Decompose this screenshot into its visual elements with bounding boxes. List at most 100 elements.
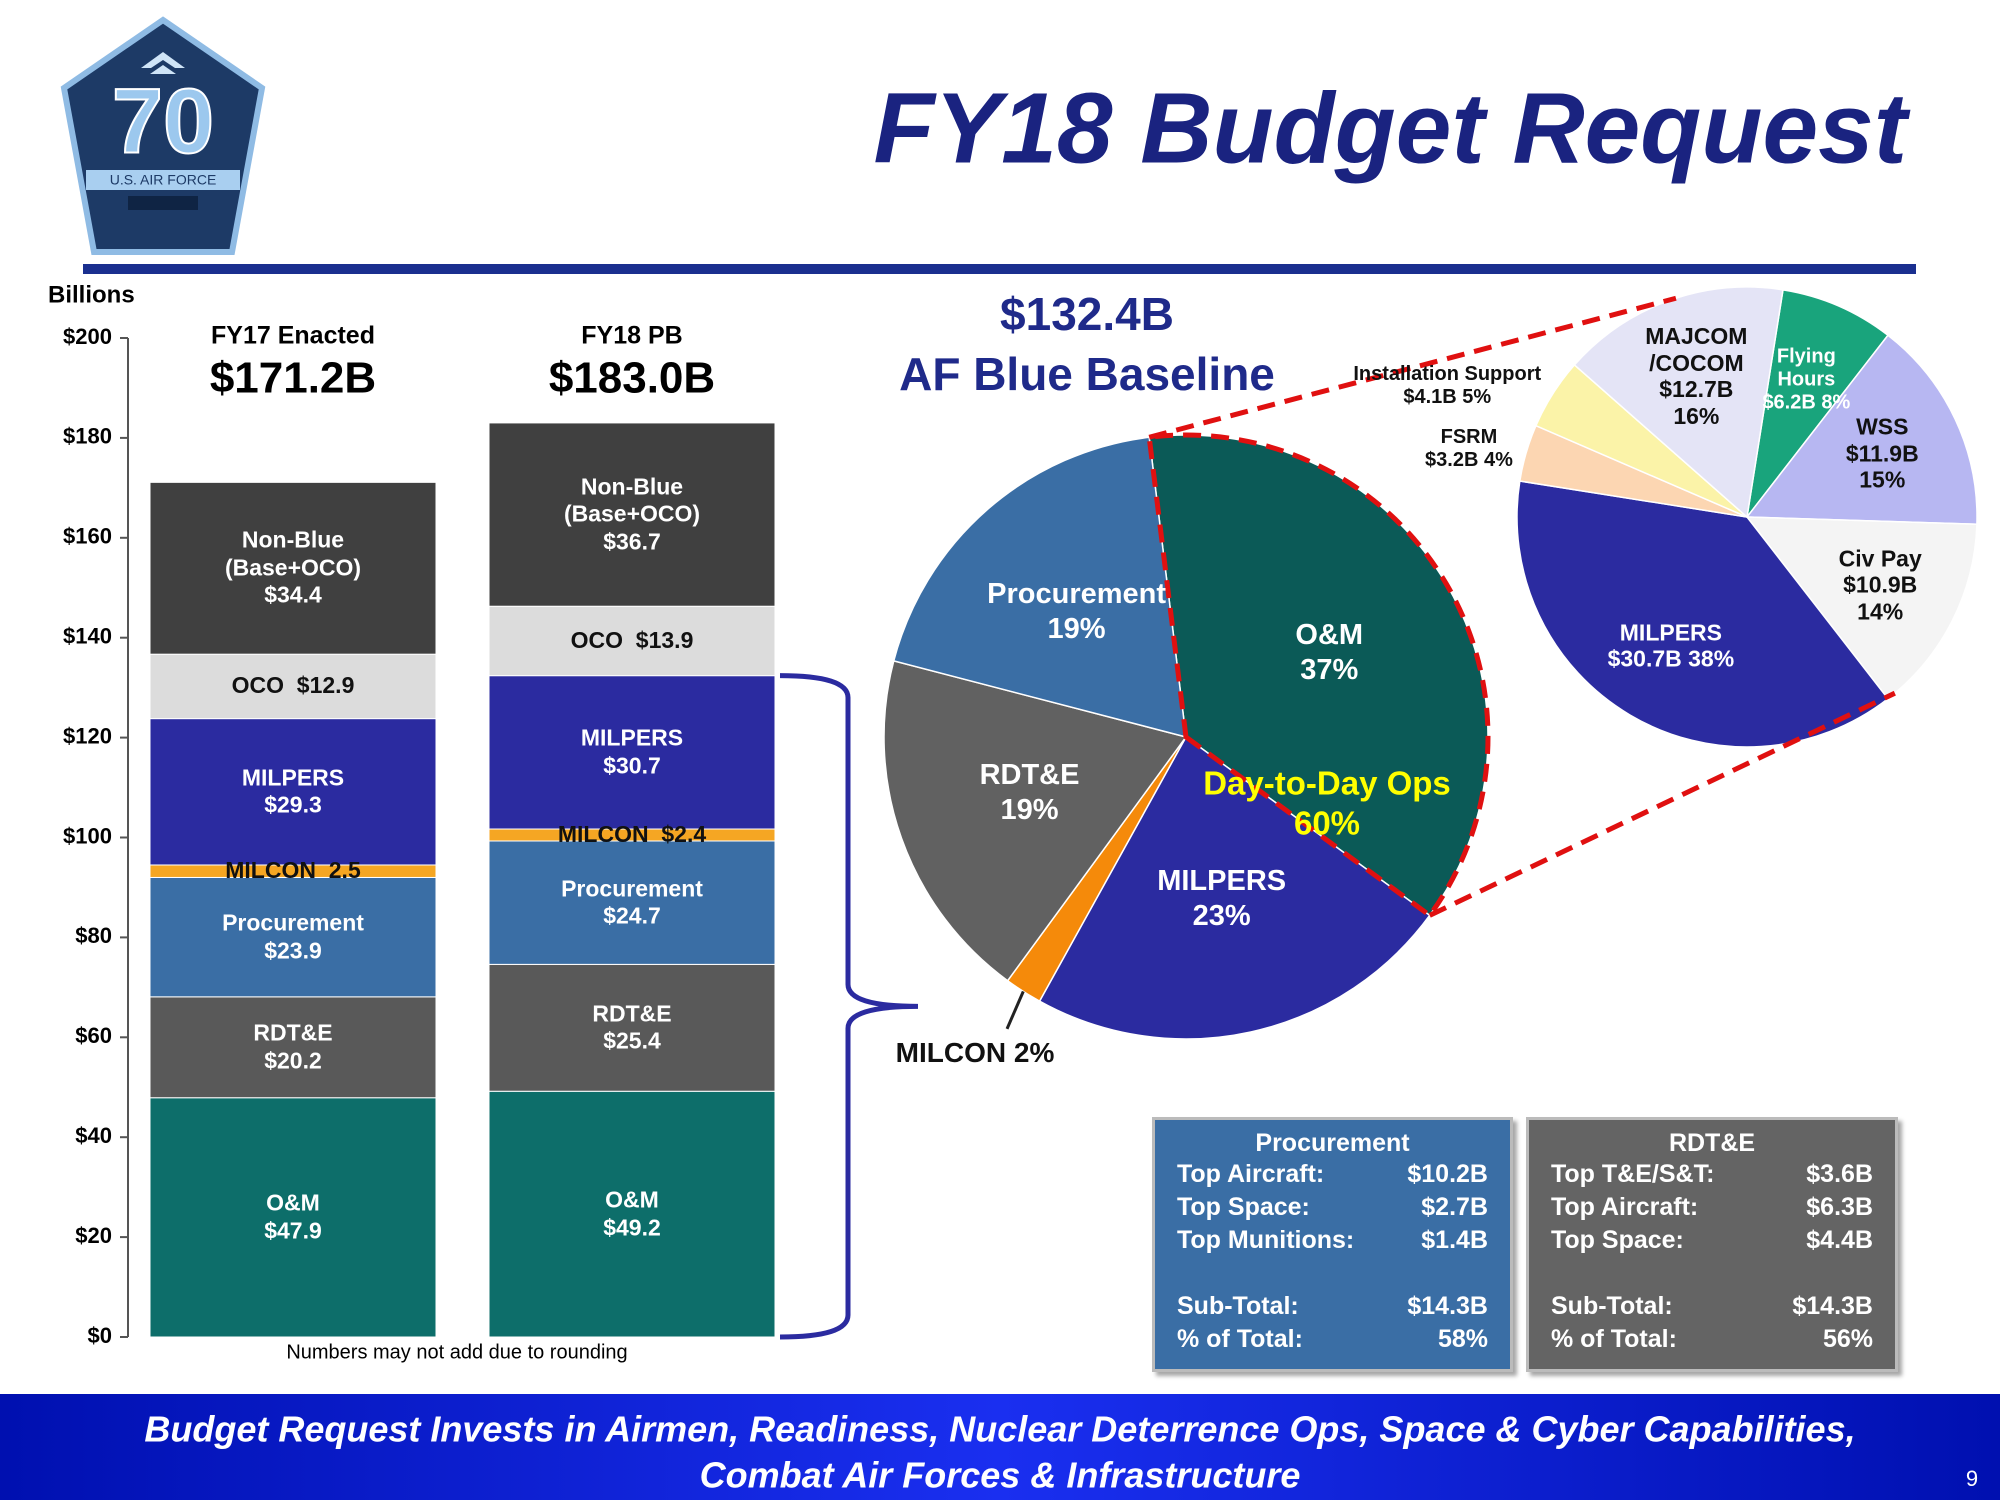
pie-slice	[1038, 735, 1431, 1040]
annotation-text: Day-to-Day Ops	[1203, 764, 1451, 802]
slice-name: O&M	[1295, 619, 1364, 652]
segment-value: $49.2	[603, 1214, 661, 1241]
segment-name: OCO	[570, 627, 624, 654]
bar-segment	[149, 996, 437, 1099]
leader-line	[1005, 990, 1025, 1030]
callout-line	[1428, 690, 1896, 918]
y-tick-label: $100	[63, 823, 112, 848]
segment-name: MILPERS	[241, 764, 345, 791]
slice-name: Installation Support	[1353, 363, 1542, 386]
y-tick-label: $40	[75, 1123, 112, 1148]
table-title: Procurement	[1255, 1129, 1410, 1157]
table-row: Sub-Total: $14.3B	[1551, 1290, 1873, 1323]
bar-segment	[149, 876, 437, 998]
table-row: Top Aircraft: $6.3B	[1551, 1191, 1873, 1224]
slice-figures: $4.1B 5%	[1353, 386, 1541, 409]
row-label: Top Munitions:	[1177, 1226, 1355, 1254]
row-value: $2.7B	[1421, 1193, 1488, 1221]
segment-name: Non-Blue (Base+OCO)	[563, 473, 701, 527]
slice-value: 19%	[1047, 613, 1106, 646]
slice-figures: $11.9B 15%	[1826, 440, 1938, 493]
segment-value: $47.9	[264, 1217, 322, 1244]
segment-label: O&M $49.2	[542, 1187, 722, 1242]
y-tick-label: $160	[63, 524, 112, 549]
footer-text: Combat Air Forces & Infrastructure	[700, 1455, 1301, 1496]
segment-label: OCO $12.9	[232, 673, 355, 701]
row-label: Top Space:	[1551, 1226, 1684, 1254]
segment-label: RDT&E $20.2	[203, 1020, 383, 1075]
table-row: % of Total: 56%	[1551, 1323, 1873, 1356]
logo-band	[128, 196, 198, 210]
callout-line	[1148, 295, 1677, 440]
logo-text: U.S. AIR FORCE	[110, 172, 217, 188]
segment-name: MILPERS	[580, 724, 684, 751]
pie-title: AF Blue Baseline	[899, 348, 1275, 400]
slice-name: RDT&E	[979, 758, 1080, 791]
title-rule	[83, 264, 1916, 274]
y-tick-label: $20	[75, 1223, 112, 1248]
table-row: % of Total: 58%	[1177, 1323, 1488, 1356]
slice-name: Civ Pay	[1838, 545, 1922, 572]
pie-label: MAJCOM /COCOM $12.7B 16%	[1640, 323, 1752, 429]
table-row: Top Space: $4.4B	[1551, 1224, 1873, 1257]
slice-name: MILCON	[895, 1037, 1007, 1069]
pie-slice	[1745, 334, 1978, 525]
pie-label: Civ Pay $10.9B 14%	[1824, 545, 1936, 624]
slice-value: 5%	[1462, 386, 1492, 409]
pie-label: RDT&E 19%	[980, 758, 1080, 828]
slice-amount: $12.7B	[1659, 376, 1734, 403]
pie-slice	[1745, 516, 1978, 700]
y-tick-label: $200	[63, 324, 112, 349]
pie-label: MILPERS 23%	[1157, 864, 1286, 934]
slice-amount: $11.9B	[1845, 440, 1919, 467]
slice-figures: $3.2B 4%	[1425, 449, 1513, 472]
category-label: FY17 Enacted	[211, 322, 375, 350]
segment-value: $12.9	[296, 672, 355, 699]
bar-segment	[488, 1090, 776, 1338]
segment-name: RDT&E	[592, 1000, 672, 1027]
segment-value: $20.2	[264, 1047, 322, 1074]
segment-value: $2.4	[661, 821, 707, 848]
row-label: % of Total:	[1551, 1325, 1677, 1353]
segment-value: $13.9	[635, 627, 694, 654]
row-value: $14.3B	[1792, 1292, 1873, 1320]
segment-label: MILCON 2.5	[225, 857, 360, 885]
y-tick-label: $120	[63, 723, 112, 748]
bar-segment	[488, 422, 776, 607]
segment-label: MILCON $2.4	[558, 821, 706, 849]
pie-slice	[883, 659, 1188, 982]
row-label: Sub-Total:	[1551, 1292, 1673, 1320]
segment-label: MILPERS $29.3	[203, 764, 383, 819]
row-label: Top Aircraft:	[1551, 1193, 1699, 1221]
slice-amount: $3.2B	[1425, 448, 1479, 471]
segment-label: MILPERS $30.7	[542, 725, 722, 780]
footer-band	[0, 1394, 2000, 1500]
segment-label: RDT&E $25.4	[542, 1000, 722, 1055]
y-axis-title: Billions	[48, 281, 135, 308]
spacer	[284, 673, 297, 699]
slice-figures: $6.2B 8%	[1750, 391, 1862, 414]
segment-label: O&M $47.9	[203, 1190, 383, 1245]
slice-value: 2%	[1013, 1037, 1055, 1069]
pie-slice	[892, 436, 1187, 739]
slice-name: Flying Hours	[1776, 345, 1836, 391]
segment-name: O&M	[266, 1189, 320, 1216]
slice-name: MILPERS	[1619, 619, 1722, 646]
table-row: Top Munitions: $1.4B	[1177, 1224, 1488, 1257]
footer-text: Budget Request Invests in Airmen, Readin…	[144, 1409, 1855, 1450]
total-label: $171.2B	[210, 354, 376, 403]
row-label: Top Space:	[1177, 1193, 1310, 1221]
slice-amount: $4.1B	[1403, 386, 1457, 409]
bar-segment	[149, 653, 437, 720]
category-label: FY18 PB	[581, 322, 682, 350]
row-label: Top Aircraft:	[1177, 1160, 1325, 1188]
pie-subtitle: $132.4B	[1000, 288, 1174, 340]
slice-value: 38%	[1688, 645, 1735, 672]
table-row: Sub-Total: $14.3B	[1177, 1290, 1488, 1323]
table-row: Top Space: $2.7B	[1177, 1191, 1488, 1224]
spacer	[316, 857, 329, 883]
row-value: $4.4B	[1806, 1226, 1873, 1254]
segment-name: Non-Blue (Base+OCO)	[224, 526, 362, 581]
segment-name: Procurement	[222, 909, 364, 936]
callout-outline	[1146, 432, 1491, 919]
